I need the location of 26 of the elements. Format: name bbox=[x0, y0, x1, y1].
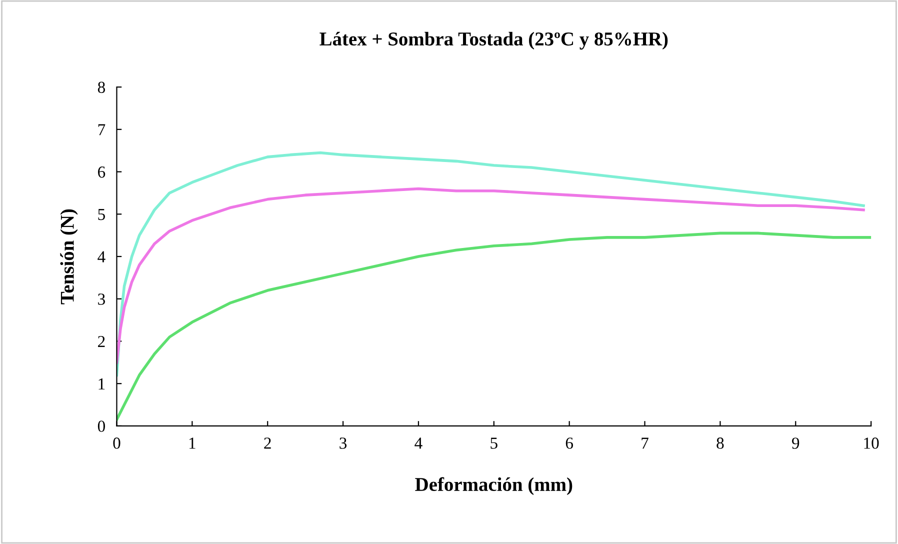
x-tick-label: 2 bbox=[264, 438, 271, 449]
y-tick-label: 5 bbox=[98, 209, 105, 220]
y-tick-label: 0 bbox=[98, 420, 105, 432]
y-tick-label: 6 bbox=[98, 166, 106, 178]
line-series bbox=[116, 151, 865, 377]
x-tick-label: 0 bbox=[113, 438, 120, 449]
x-tick-label: 6 bbox=[566, 438, 573, 449]
y-tick-label: 3 bbox=[98, 294, 105, 305]
chart-title: Látex + Sombra Tostada (23ºC y 85%HR) bbox=[320, 32, 668, 50]
x-tick-label: 10 bbox=[864, 438, 879, 449]
x-tick-label: 5 bbox=[490, 438, 498, 449]
y-tick-label: 4 bbox=[98, 251, 106, 262]
line-series bbox=[116, 232, 872, 421]
y-tick-label: 1 bbox=[98, 378, 105, 390]
x-tick-label: 1 bbox=[189, 438, 196, 449]
x-tick-label: 8 bbox=[716, 438, 724, 449]
x-tick-label: 9 bbox=[792, 438, 800, 449]
y-tick-label: 7 bbox=[98, 124, 106, 136]
line-series bbox=[116, 187, 865, 364]
x-axis-title: Deformación (mm) bbox=[415, 477, 572, 496]
x-tick-label: 3 bbox=[340, 438, 347, 449]
y-tick-label: 8 bbox=[98, 82, 105, 93]
y-tick-label: 2 bbox=[98, 336, 105, 348]
x-tick-label: 7 bbox=[642, 438, 648, 449]
y-axis-title: Tensión (N) bbox=[60, 209, 78, 304]
x-tick-label: 4 bbox=[414, 438, 422, 449]
